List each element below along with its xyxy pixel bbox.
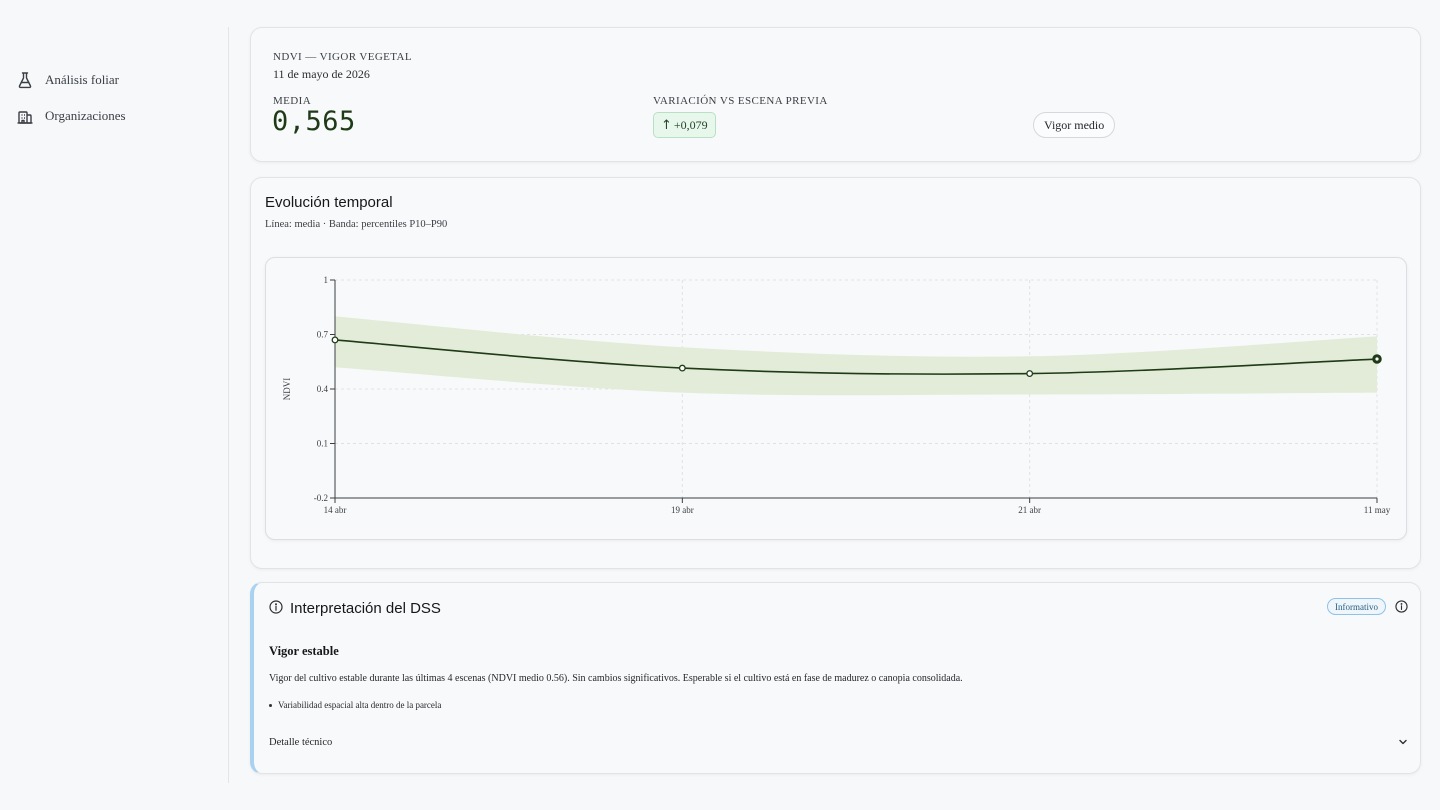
vigor-status-badge: Vigor medio xyxy=(1033,112,1116,138)
variation-value: +0,079 xyxy=(673,117,708,132)
evolution-subtitle: Línea: media · Banda: percentiles P10–P9… xyxy=(265,219,448,230)
mean-value: 0,565 xyxy=(272,106,356,137)
y-tick-label: -0.2 xyxy=(314,493,328,503)
evolution-card: Evolución temporal Línea: media · Banda:… xyxy=(250,177,1421,569)
info-icon xyxy=(269,599,283,618)
x-tick-label: 11 may xyxy=(1364,505,1391,515)
percentile-band xyxy=(335,316,1377,396)
data-point-center xyxy=(1375,357,1379,361)
data-point xyxy=(678,364,686,372)
summary-date: 11 de mayo de 2026 xyxy=(273,67,370,81)
info-button[interactable] xyxy=(1393,599,1409,615)
detail-label: Detalle técnico xyxy=(269,736,333,748)
data-point xyxy=(331,336,339,344)
interpretation-body: Vigor del cultivo estable durante las úl… xyxy=(269,673,963,684)
sidebar-item-label: Organizaciones xyxy=(45,108,126,123)
interpretation-title: Interpretación del DSS xyxy=(290,600,441,617)
arrow-up-icon: ↑ xyxy=(661,117,672,133)
variation-label: VARIACIÓN VS ESCENA PREVIA xyxy=(653,95,828,107)
x-tick-label: 14 abr xyxy=(324,505,347,515)
x-tick-label: 19 abr xyxy=(671,505,694,515)
y-tick-label: 0.7 xyxy=(317,330,329,340)
y-tick-label: 1 xyxy=(324,275,329,285)
sidebar-item-organizaciones[interactable]: Organizaciones xyxy=(16,104,126,128)
x-tick-label: 21 abr xyxy=(1018,505,1041,515)
ndvi-chart-svg: 1 0.7 0.4 0.1 -0.2 14 abr 19 abr 21 abr 11 may ND… xyxy=(282,275,1391,515)
variation-badge: ↑ +0,079 xyxy=(653,112,716,138)
interpretation-heading: Vigor estable xyxy=(269,644,339,658)
chevron-down-icon xyxy=(1397,733,1409,752)
data-point xyxy=(1026,370,1034,378)
bullet-text: Variabilidad espacial alta dentro de la … xyxy=(278,700,442,710)
building-icon xyxy=(16,107,34,125)
ndvi-chart: 1 0.7 0.4 0.1 -0.2 14 abr 19 abr 21 abr 11 may ND… xyxy=(265,257,1407,540)
sidebar: Análisis foliar Organizaciones xyxy=(0,27,229,783)
summary-title: NDVI — VIGOR VEGETAL xyxy=(273,51,413,63)
evolution-title: Evolución temporal xyxy=(265,194,393,211)
interpretation-header: Interpretación del DSS xyxy=(269,599,441,618)
bullet-dot xyxy=(269,703,272,707)
flask-icon xyxy=(16,71,34,89)
y-tick-label: 0.4 xyxy=(317,384,329,394)
interpretation-card: Interpretación del DSS Informativo Vigor… xyxy=(250,582,1421,774)
mean-label: MEDIA xyxy=(273,95,312,107)
ndvi-summary-card: NDVI — VIGOR VEGETAL 11 de mayo de 2026 … xyxy=(250,27,1421,162)
mean-series-line xyxy=(334,339,1378,375)
detail-tecnico-toggle[interactable]: Detalle técnico xyxy=(269,731,1409,753)
informativo-badge: Informativo xyxy=(1327,598,1386,615)
list-item: Variabilidad espacial alta dentro de la … xyxy=(269,700,441,710)
info-icon xyxy=(1394,598,1408,617)
y-axis-label: NDVI xyxy=(282,378,292,401)
sidebar-item-label: Análisis foliar xyxy=(45,72,120,87)
y-tick-label: 0.1 xyxy=(317,439,328,449)
sidebar-item-analisis-foliar[interactable]: Análisis foliar xyxy=(16,68,119,92)
